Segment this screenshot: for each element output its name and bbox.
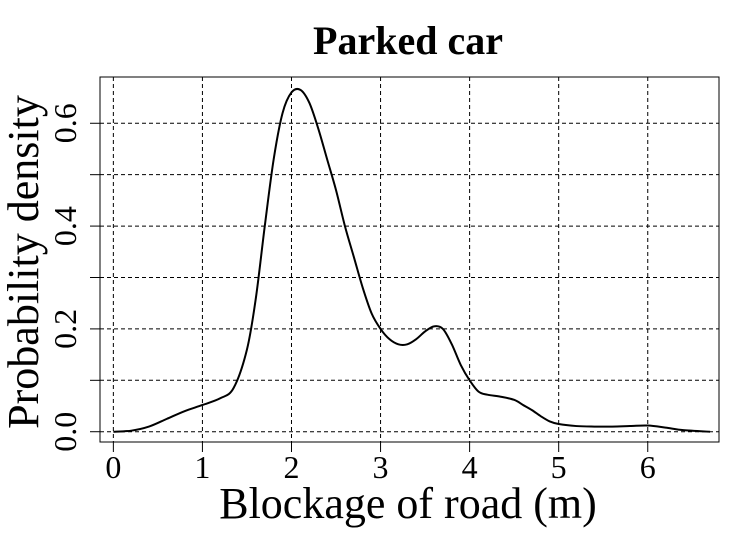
grid-lines [100, 77, 719, 442]
y-tick-label: 0.0 [47, 412, 83, 452]
plot-frame [99, 76, 720, 443]
x-tick-label: 2 [283, 449, 299, 485]
density-curve [113, 87, 711, 433]
axis-ticks [90, 122, 649, 452]
x-tick-label: 0 [105, 449, 121, 485]
x-axis-label: Blockage of road (m) [219, 479, 597, 528]
x-tick-labels: 0 1 2 3 4 5 6 [105, 449, 655, 485]
y-tick-labels: 0.0 0.2 0.4 0.6 [47, 103, 83, 451]
x-tick-label: 4 [462, 449, 478, 485]
x-tick-label: 5 [551, 449, 567, 485]
density-curve-group [113, 87, 711, 433]
y-tick-label: 0.6 [47, 103, 83, 143]
x-tick-label: 6 [640, 449, 656, 485]
x-tick-label: 3 [373, 449, 389, 485]
y-axis-label: Probability density [0, 95, 48, 429]
y-tick-label: 0.4 [47, 206, 83, 246]
y-tick-label: 0.2 [47, 309, 83, 349]
chart-title: Parked car [313, 18, 503, 63]
x-tick-label: 1 [194, 449, 210, 485]
